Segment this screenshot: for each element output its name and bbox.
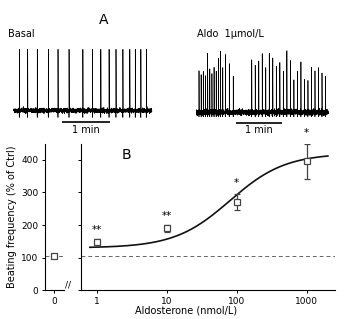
Text: A: A — [99, 13, 108, 27]
Text: Basal: Basal — [8, 29, 35, 39]
Text: **: ** — [91, 225, 102, 235]
Text: **: ** — [161, 211, 172, 220]
Text: //: // — [65, 281, 71, 290]
Text: B: B — [122, 148, 131, 162]
Y-axis label: Beating frequency (% of Ctrl): Beating frequency (% of Ctrl) — [7, 146, 17, 288]
Text: Aldosterone (nmol/L): Aldosterone (nmol/L) — [135, 306, 237, 316]
Text: Aldo  1μmol/L: Aldo 1μmol/L — [197, 29, 264, 39]
Text: 1 min: 1 min — [72, 125, 100, 135]
Text: *: * — [304, 128, 309, 138]
Text: *: * — [234, 178, 239, 188]
Text: 1 min: 1 min — [245, 125, 273, 136]
